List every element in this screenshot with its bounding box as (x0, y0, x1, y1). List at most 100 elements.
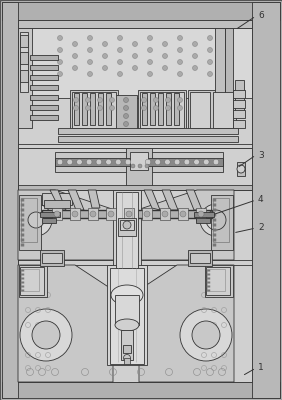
Circle shape (102, 54, 107, 58)
Circle shape (193, 66, 197, 70)
Circle shape (118, 60, 122, 64)
Circle shape (177, 36, 182, 40)
Bar (178, 208, 188, 220)
Bar (142, 93, 147, 125)
Bar (115, 95, 137, 129)
Circle shape (98, 106, 102, 110)
Bar (107, 265, 147, 365)
Bar (190, 92, 210, 128)
Polygon shape (68, 190, 84, 210)
Circle shape (193, 54, 197, 58)
Bar (20, 267, 44, 295)
Circle shape (67, 159, 72, 165)
Circle shape (213, 159, 219, 165)
Bar (18, 28, 32, 128)
Bar (88, 208, 98, 220)
Bar (225, 28, 233, 128)
Circle shape (54, 211, 60, 217)
Circle shape (102, 42, 107, 46)
Bar (252, 2, 280, 398)
Bar (211, 195, 233, 250)
Circle shape (162, 66, 168, 70)
Polygon shape (50, 190, 66, 210)
Bar (140, 92, 184, 128)
Bar (98, 93, 103, 125)
Circle shape (20, 204, 52, 236)
Bar (2, 382, 280, 398)
Circle shape (165, 159, 170, 165)
Bar (188, 250, 212, 266)
Circle shape (108, 211, 114, 217)
Bar (158, 93, 163, 125)
Bar (2, 2, 18, 398)
Text: 1: 1 (258, 364, 264, 372)
Bar (30, 115, 58, 120)
Circle shape (162, 42, 168, 46)
Circle shape (198, 211, 204, 217)
Circle shape (184, 159, 190, 165)
Bar (40, 250, 64, 266)
Circle shape (142, 106, 147, 110)
Circle shape (131, 164, 135, 168)
Circle shape (87, 60, 92, 64)
Circle shape (96, 159, 102, 165)
Bar (116, 192, 138, 268)
Circle shape (162, 211, 168, 217)
Circle shape (72, 211, 78, 217)
Circle shape (177, 72, 182, 76)
Circle shape (138, 164, 142, 168)
Circle shape (208, 60, 213, 64)
Circle shape (177, 106, 182, 110)
Bar (18, 265, 252, 382)
Circle shape (72, 66, 78, 70)
Circle shape (98, 98, 102, 102)
Circle shape (58, 48, 63, 52)
Bar (196, 208, 206, 220)
Bar (124, 208, 134, 220)
Bar (115, 295, 139, 325)
Circle shape (72, 42, 78, 46)
Circle shape (145, 164, 149, 168)
Bar (18, 20, 252, 380)
Bar (215, 28, 225, 128)
Bar (124, 358, 130, 364)
Circle shape (87, 48, 92, 52)
Circle shape (155, 159, 160, 165)
Circle shape (123, 221, 131, 229)
Bar (110, 268, 144, 364)
Bar (82, 93, 87, 125)
Bar (20, 35, 28, 47)
Circle shape (109, 106, 114, 110)
Bar (237, 162, 245, 176)
Bar (74, 93, 79, 125)
Circle shape (87, 72, 92, 76)
Ellipse shape (111, 285, 143, 305)
Bar (160, 208, 170, 220)
Bar (213, 92, 233, 128)
Bar (118, 218, 136, 236)
Bar (233, 110, 245, 118)
Bar (120, 220, 134, 230)
Polygon shape (18, 265, 113, 382)
Circle shape (208, 72, 213, 76)
Circle shape (109, 98, 114, 102)
Bar (18, 185, 252, 190)
Circle shape (124, 98, 129, 102)
Circle shape (145, 159, 151, 165)
Bar (20, 32, 28, 92)
Bar (106, 93, 111, 125)
Circle shape (124, 122, 129, 126)
Circle shape (77, 159, 82, 165)
Circle shape (142, 98, 147, 102)
Ellipse shape (115, 319, 139, 331)
Bar (205, 265, 233, 297)
Circle shape (180, 211, 186, 217)
Bar (21, 269, 39, 291)
Bar (42, 210, 212, 218)
Bar (233, 100, 245, 108)
Bar (18, 148, 252, 190)
Polygon shape (162, 190, 178, 210)
Bar (70, 208, 80, 220)
Bar (142, 208, 152, 220)
Bar (18, 190, 252, 270)
